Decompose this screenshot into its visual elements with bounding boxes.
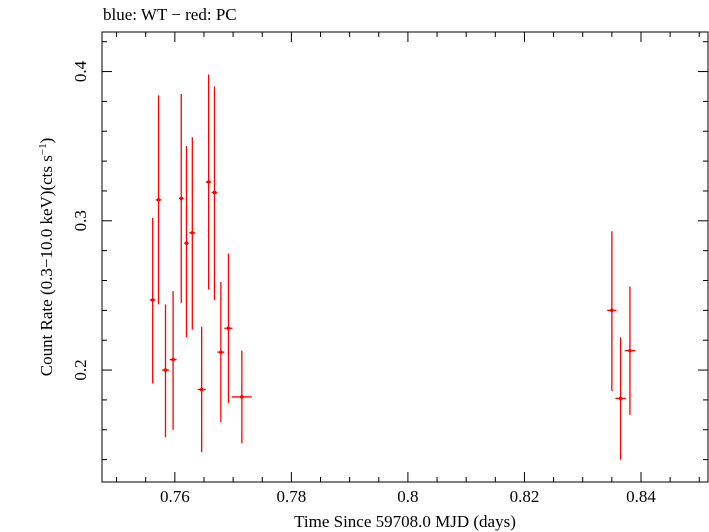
point-marker [240,395,244,399]
point-marker [226,326,231,331]
point-marker [190,230,195,235]
data-point [205,74,212,290]
data-point [162,304,170,438]
data-point [224,253,233,403]
data-point [178,93,184,303]
data-point [607,231,617,391]
chart-title: blue: WT − red: PC [103,5,237,24]
y-tick-label: 0.4 [71,60,90,82]
x-axis-label: Time Since 59708.0 MJD (days) [294,512,516,531]
point-marker [212,190,217,195]
data-point [184,146,189,338]
y-tick-label: 0.3 [71,210,90,231]
data-point [155,95,162,305]
point-marker [184,241,189,245]
data-point [231,350,252,444]
plot-frame [101,31,709,483]
y-tick-labels: 0.2 0.3 0.4 [71,60,90,380]
point-marker [171,357,175,362]
point-marker [179,196,184,201]
point-marker [618,396,623,401]
data-point [217,282,225,423]
point-marker [156,198,161,202]
data-point [211,86,218,300]
point-marker [206,180,211,184]
x-tick-label: 0.76 [160,487,190,506]
point-marker [628,348,632,353]
y-axis-label-sup: −1 [37,143,49,155]
x-tick-label: 0.8 [397,487,418,506]
y-axis-label-main: Count Rate (0.3−10.0 keV)(cts s [37,155,56,376]
point-marker [150,298,155,302]
point-marker [199,387,204,392]
data-point [197,326,206,453]
data-points [149,74,636,460]
point-marker [610,308,614,313]
y-axis-label: Count Rate (0.3−10.0 keV)(cts s−1) [37,138,56,377]
y-tick-label: 0.2 [71,359,90,380]
x-axis-ticks [116,32,700,482]
point-marker [219,350,223,354]
data-point [149,217,156,384]
data-point [189,137,196,330]
data-point [615,337,626,460]
point-marker [163,368,168,372]
x-tick-labels: 0.76 0.78 0.8 0.82 0.84 [160,487,656,506]
y-axis-ticks [102,41,708,461]
x-tick-label: 0.84 [626,487,656,506]
y-axis-label-end: ) [37,138,56,144]
x-tick-label: 0.82 [510,487,540,506]
data-point [169,290,177,430]
x-tick-label: 0.78 [277,487,307,506]
data-point [624,286,636,415]
